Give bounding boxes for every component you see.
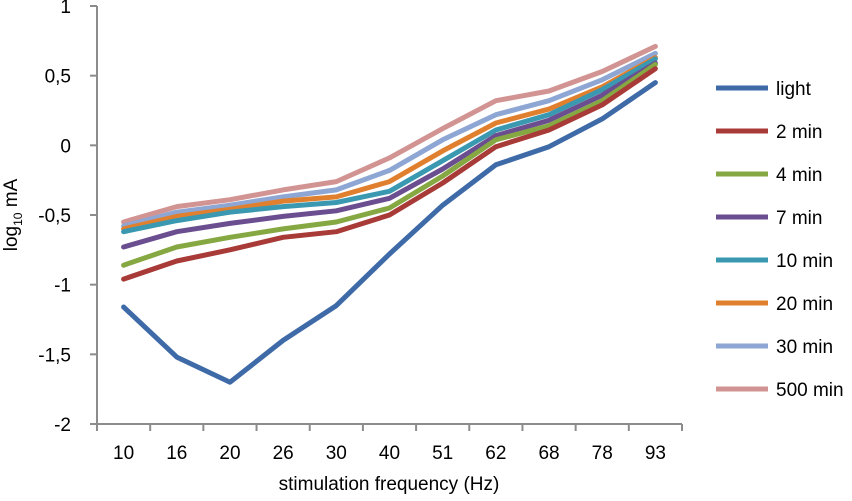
x-tick-label: 26	[273, 443, 294, 464]
y-tick-label: 0,5	[45, 67, 71, 88]
plot-lines	[121, 43, 658, 385]
series-line-20-min	[121, 55, 658, 232]
series-line-2-min	[121, 66, 658, 282]
y-tick-label: -1	[54, 276, 71, 297]
y-axis-label-sub: 10	[11, 212, 25, 226]
y-tick-label: 1	[60, 0, 71, 18]
series-line-30-min	[121, 50, 658, 229]
x-tick-label: 78	[592, 443, 613, 464]
x-tick-label: 62	[485, 443, 506, 464]
y-axis-label-main: log	[1, 226, 22, 251]
x-tick-label: 30	[326, 443, 347, 464]
legend-label: 20 min	[776, 294, 833, 315]
y-tick-label: -0,5	[38, 206, 71, 227]
y-tick-label: -1,5	[38, 345, 71, 366]
legend-label: 10 min	[776, 251, 833, 272]
legend: light 2 min 4 min 7 min 10 min 20 min 30 min 50…	[716, 79, 844, 401]
legend-label: 30 min	[776, 337, 833, 358]
x-tick-label: 10	[113, 443, 134, 464]
legend-label: 500 min	[776, 380, 844, 401]
y-tick-label: -2	[54, 415, 71, 436]
y-ticks: 1 0,5 0 -0,5 -1 -1,5 -2	[38, 0, 97, 436]
x-ticks: 10 16 20 26 30 40 51 62 68 78 93	[96, 424, 683, 464]
x-tick-label: 16	[166, 443, 187, 464]
y-axis-label: log10 mA	[1, 178, 25, 251]
series-line-4-min	[121, 62, 658, 268]
legend-label: 2 min	[776, 122, 822, 143]
y-tick-label: 0	[60, 136, 71, 157]
x-tick-label: 20	[219, 443, 240, 464]
legend-label: 7 min	[776, 208, 822, 229]
x-tick-label: 51	[432, 443, 453, 464]
series-line-500-min	[121, 43, 658, 225]
series-line-light	[121, 80, 658, 385]
x-tick-label: 68	[538, 443, 559, 464]
series-line-10-min	[121, 56, 658, 235]
series-line-7-min	[121, 60, 658, 250]
y-axis-label-unit: mA	[1, 178, 22, 212]
x-tick-label: 40	[379, 443, 400, 464]
legend-label: 4 min	[776, 165, 822, 186]
x-axis-label: stimulation frequency (Hz)	[279, 474, 500, 495]
legend-label: light	[776, 79, 812, 100]
x-tick-label: 93	[645, 443, 666, 464]
